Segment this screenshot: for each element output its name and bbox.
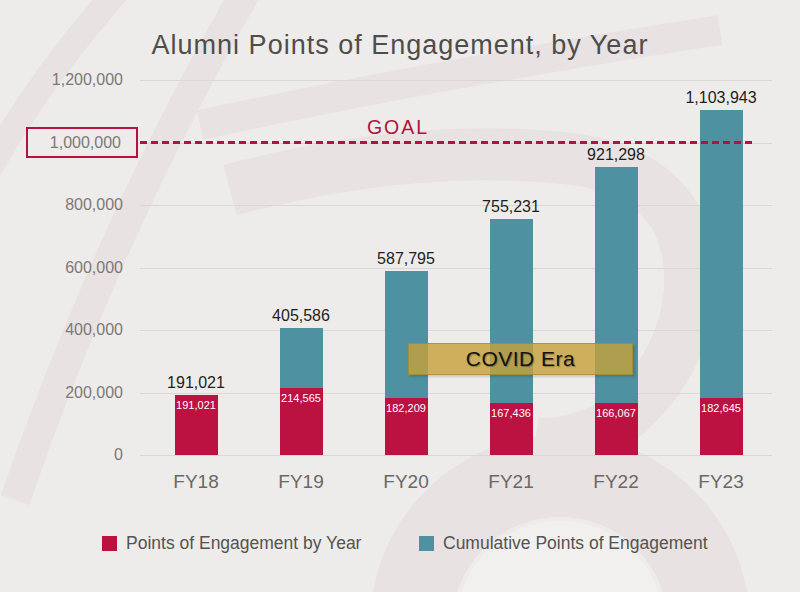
chart-page: Alumni Points of Engagement, by Year GOA…	[0, 0, 800, 592]
x-tick-label: FY19	[246, 471, 356, 493]
gridline	[140, 80, 772, 81]
cumulative-total-label: 921,298	[551, 146, 681, 164]
yearly-segment: 191,021	[175, 395, 218, 455]
y-tick-label: 1,000,000	[26, 127, 138, 158]
x-tick-label: FY21	[456, 471, 566, 493]
x-tick-label: FY20	[351, 471, 461, 493]
plot-area: GOAL COVID Era 0200,000400,000600,000800…	[140, 80, 772, 455]
legend-item-yearly: Points of Engagement by Year	[102, 533, 361, 554]
x-tick-label: FY23	[666, 471, 776, 493]
yearly-segment: 182,209	[385, 398, 428, 455]
watermark-arc-outer	[0, 0, 118, 190]
gridline	[140, 393, 772, 394]
yearly-value-label: 167,436	[490, 407, 533, 419]
y-tick-label: 400,000	[0, 320, 123, 340]
cumulative-total-label: 405,586	[236, 307, 366, 325]
bar-fy21: 167,436	[490, 219, 533, 455]
yearly-value-label: 182,645	[700, 402, 743, 414]
y-tick-label: 1,200,000	[0, 70, 123, 90]
x-tick-label: FY22	[561, 471, 671, 493]
y-tick-label: 800,000	[0, 195, 123, 215]
yearly-segment: 166,067	[595, 403, 638, 455]
cumulative-total-label: 1,103,943	[656, 89, 786, 107]
yearly-value-label: 166,067	[595, 407, 638, 419]
legend-swatch-yearly	[102, 536, 117, 551]
yearly-segment: 214,565	[280, 388, 323, 455]
cumulative-total-label: 191,021	[131, 374, 261, 392]
goal-line	[140, 141, 753, 144]
legend-label-cumulative: Cumulative Points of Engagement	[443, 533, 708, 554]
yearly-segment: 167,436	[490, 403, 533, 455]
bar-fy22: 166,067	[595, 167, 638, 455]
covid-era-badge: COVID Era	[408, 343, 633, 375]
covid-era-label: COVID Era	[466, 347, 576, 371]
y-tick-label: 0	[0, 445, 123, 465]
bar-fy18: 191,021	[175, 395, 218, 455]
x-tick-label: FY18	[141, 471, 251, 493]
bar-fy23: 182,645	[700, 110, 743, 455]
gridline	[140, 455, 772, 456]
legend-item-cumulative: Cumulative Points of Engagement	[419, 533, 708, 554]
legend-label-yearly: Points of Engagement by Year	[126, 533, 361, 554]
cumulative-total-label: 755,231	[446, 198, 576, 216]
cumulative-total-label: 587,795	[341, 250, 471, 268]
yearly-value-label: 191,021	[175, 399, 218, 411]
bar-fy19: 214,565	[280, 328, 323, 455]
yearly-value-label: 214,565	[280, 392, 323, 404]
gridline	[140, 330, 772, 331]
y-tick-label: 600,000	[0, 258, 123, 278]
yearly-segment: 182,645	[700, 398, 743, 455]
goal-label: GOAL	[298, 116, 498, 139]
yearly-value-label: 182,209	[385, 402, 428, 414]
chart-title: Alumni Points of Engagement, by Year	[0, 30, 800, 61]
y-tick-label: 200,000	[0, 383, 123, 403]
legend-swatch-cumulative	[419, 536, 434, 551]
